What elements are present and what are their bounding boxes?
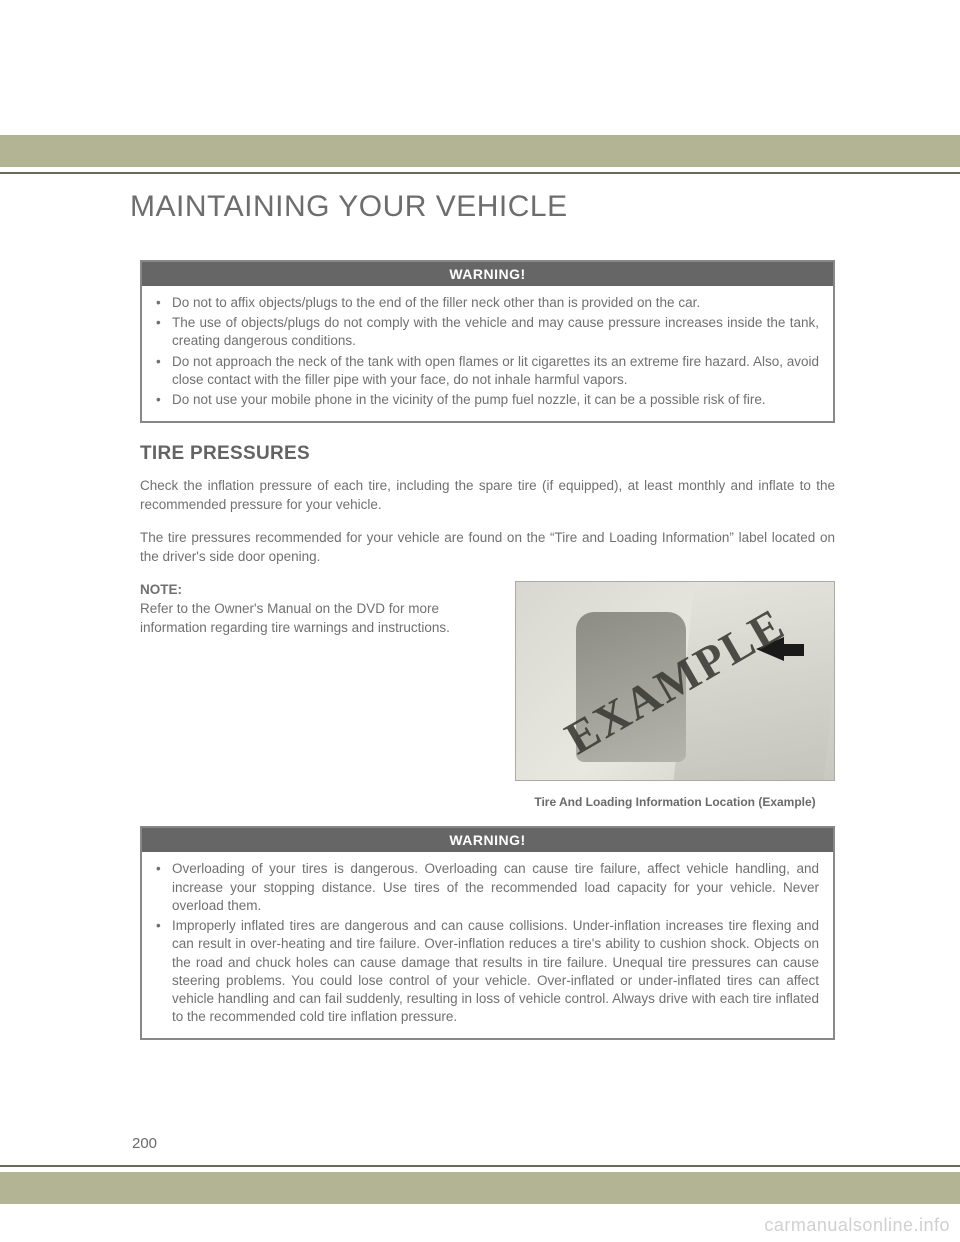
warning-header: WARNING!: [142, 262, 833, 286]
warning-item: Do not use your mobile phone in the vici…: [156, 391, 819, 409]
note-column: NOTE: Refer to the Owner's Manual on the…: [140, 581, 497, 781]
warning-item: Do not to affix objects/plugs to the end…: [156, 294, 819, 312]
bottom-olive-band: [0, 1172, 960, 1204]
bottom-divider-line: [0, 1165, 960, 1167]
figure-caption: Tire And Loading Information Location (E…: [515, 795, 835, 811]
watermark: carmanualsonline.info: [764, 1215, 950, 1236]
page-number: 200: [132, 1135, 157, 1152]
note-text: Refer to the Owner's Manual on the DVD f…: [140, 601, 450, 635]
paragraph: Check the inflation pressure of each tir…: [140, 477, 835, 515]
tire-loading-info-image: EXAMPLE: [515, 581, 835, 781]
note-label: NOTE:: [140, 582, 182, 597]
warning-item: Do not approach the neck of the tank wit…: [156, 353, 819, 389]
warning-box-tires: WARNING! Overloading of your tires is da…: [140, 826, 835, 1040]
warning-body: Do not to affix objects/plugs to the end…: [142, 286, 833, 421]
warning-item: The use of objects/plugs do not comply w…: [156, 314, 819, 350]
section-title: MAINTAINING YOUR VEHICLE: [130, 190, 568, 224]
page-content: WARNING! Do not to affix objects/plugs t…: [140, 260, 835, 1060]
paragraph: The tire pressures recommended for your …: [140, 529, 835, 567]
warning-box-fuel: WARNING! Do not to affix objects/plugs t…: [140, 260, 835, 423]
warning-item: Improperly inflated tires are dangerous …: [156, 917, 819, 1026]
figure: EXAMPLE: [515, 581, 835, 781]
top-olive-band: [0, 135, 960, 167]
note-and-figure-row: NOTE: Refer to the Owner's Manual on the…: [140, 581, 835, 781]
manual-page: MAINTAINING YOUR VEHICLE WARNING! Do not…: [0, 0, 960, 1242]
top-divider-line: [0, 172, 960, 174]
tire-pressures-heading: TIRE PRESSURES: [140, 443, 835, 465]
warning-body: Overloading of your tires is dangerous. …: [142, 852, 833, 1038]
warning-item: Overloading of your tires is dangerous. …: [156, 860, 819, 915]
warning-header: WARNING!: [142, 828, 833, 852]
